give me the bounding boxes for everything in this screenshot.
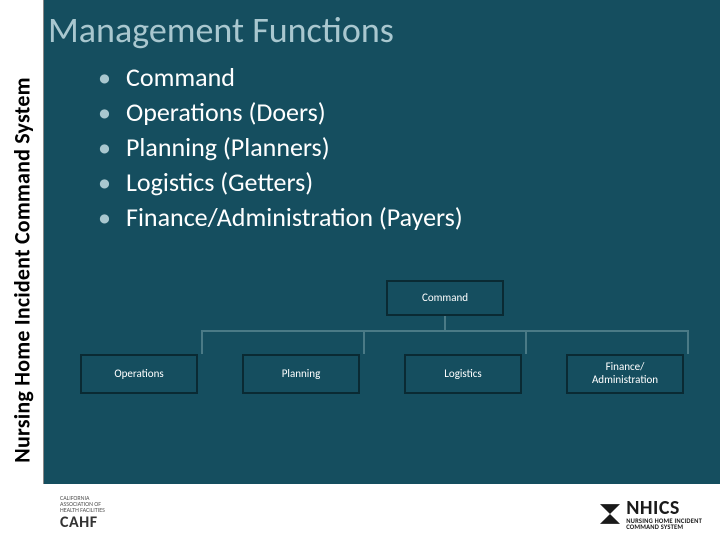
slide-title: Management Functions: [48, 8, 394, 52]
bullet-item: Planning (Planners): [98, 130, 463, 165]
bullet-item: Operations (Doers): [98, 95, 463, 130]
bullet-item: Command: [98, 60, 463, 95]
slide: Nursing Home Incident Command System Man…: [0, 0, 720, 540]
sidebar: Nursing Home Incident Command System: [0, 0, 44, 540]
cahf-brand: CAHF: [60, 515, 138, 531]
sidebar-label: Nursing Home Incident Command System: [8, 77, 35, 462]
nhics-logo: NHICS NURSING HOME INCIDENT COMMAND SYST…: [600, 496, 702, 532]
org-node-finance: Finance/ Administration: [566, 354, 684, 394]
bullet-list: Command Operations (Doers) Planning (Pla…: [98, 60, 463, 235]
org-connector: [202, 330, 689, 332]
bullet-item: Finance/Administration (Payers): [98, 200, 463, 235]
org-connector: [201, 330, 203, 354]
org-connector: [525, 330, 527, 354]
nhics-text: NHICS NURSING HOME INCIDENT COMMAND SYST…: [626, 498, 702, 531]
org-node-command: Command: [386, 280, 504, 316]
footer: CALIFORNIA ASSOCIATION OF HEALTH FACILIT…: [0, 484, 720, 540]
cahf-logo: CALIFORNIA ASSOCIATION OF HEALTH FACILIT…: [60, 492, 138, 534]
bullet-item: Logistics (Getters): [98, 165, 463, 200]
org-connector: [444, 316, 446, 330]
nhics-mark-icon: [600, 504, 620, 524]
nhics-line2: COMMAND SYSTEM: [626, 524, 702, 531]
org-node-logistics: Logistics: [404, 354, 522, 394]
nhics-acronym: NHICS: [626, 498, 702, 518]
org-connector: [363, 330, 365, 354]
org-node-operations: Operations: [80, 354, 198, 394]
org-connector: [687, 330, 689, 354]
org-node-planning: Planning: [242, 354, 360, 394]
org-children-row: Operations Planning Logistics Finance/ A…: [44, 354, 720, 394]
